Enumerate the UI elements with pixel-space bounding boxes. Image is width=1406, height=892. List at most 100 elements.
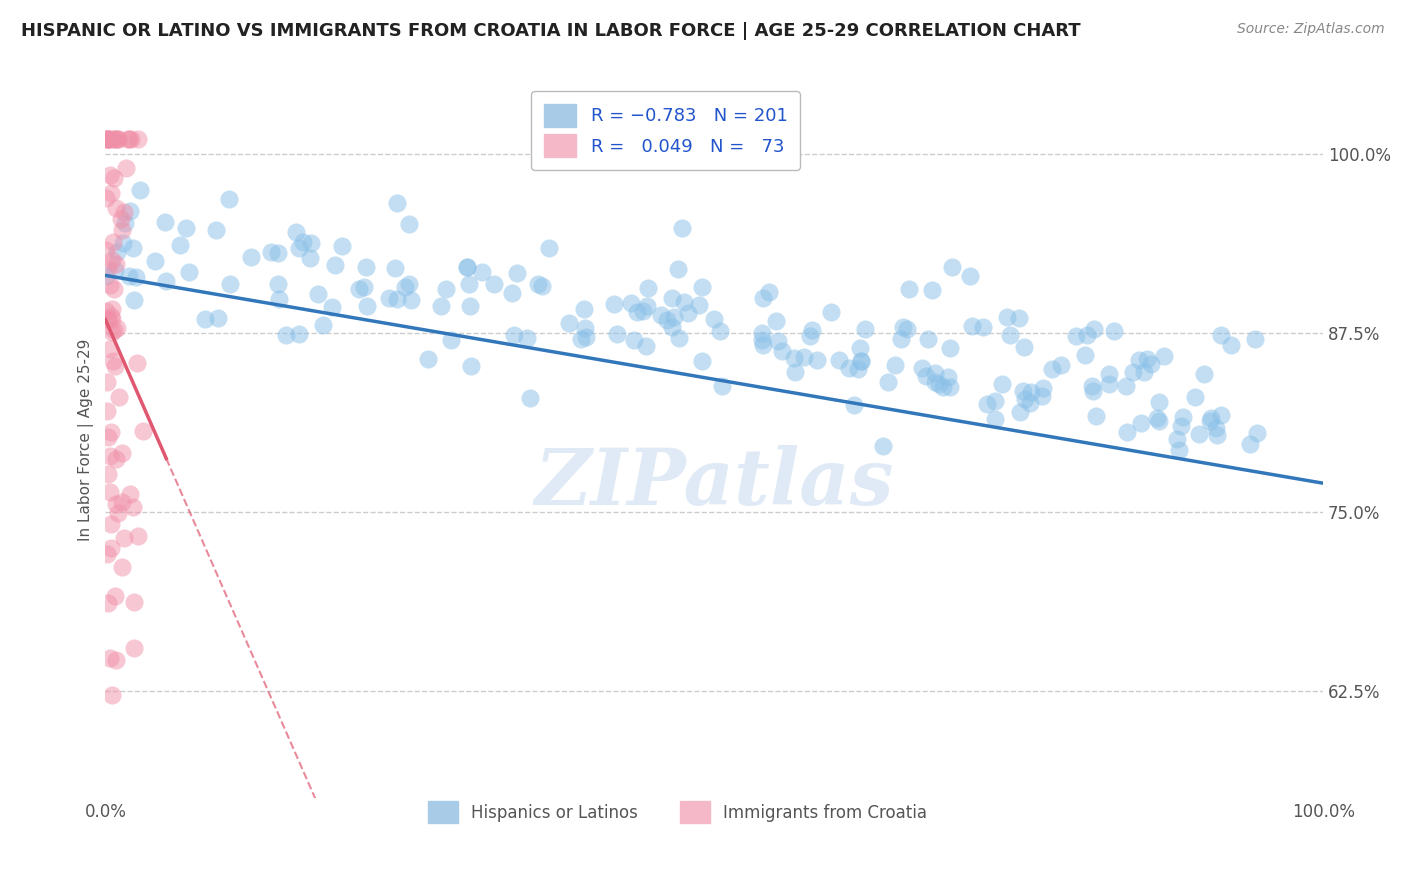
- Point: [1085, 409, 1108, 423]
- Point: [1074, 348, 1097, 362]
- Point: [108, 391, 131, 405]
- Point: [105, 244, 128, 259]
- Point: [131, 425, 153, 439]
- Point: [890, 332, 912, 346]
- Point: [650, 308, 672, 322]
- Point: [828, 353, 851, 368]
- Point: [838, 361, 860, 376]
- Point: [1076, 327, 1098, 342]
- Point: [1246, 426, 1268, 441]
- Point: [307, 286, 329, 301]
- Point: [538, 241, 561, 255]
- Point: [418, 352, 440, 367]
- Point: [96, 404, 118, 418]
- Point: [103, 322, 125, 336]
- Point: [267, 277, 290, 291]
- Point: [128, 183, 150, 197]
- Point: [1220, 338, 1243, 352]
- Point: [353, 280, 375, 294]
- Point: [1081, 384, 1104, 399]
- Point: [104, 132, 127, 146]
- Point: [100, 309, 122, 323]
- Point: [98, 449, 121, 463]
- Point: [94, 303, 117, 318]
- Point: [666, 261, 689, 276]
- Point: [1031, 389, 1053, 403]
- Point: [174, 220, 197, 235]
- Point: [1194, 367, 1216, 381]
- Point: [440, 333, 463, 347]
- Point: [569, 332, 592, 346]
- Point: [124, 640, 146, 655]
- Point: [471, 265, 494, 279]
- Point: [299, 236, 322, 251]
- Point: [94, 132, 117, 146]
- Point: [998, 328, 1021, 343]
- Point: [1050, 359, 1073, 373]
- Point: [896, 322, 918, 336]
- Point: [94, 269, 117, 284]
- Point: [984, 412, 1007, 426]
- Point: [114, 216, 136, 230]
- Point: [97, 312, 120, 326]
- Point: [124, 595, 146, 609]
- Point: [398, 277, 420, 291]
- Point: [101, 132, 124, 146]
- Point: [936, 369, 959, 384]
- Point: [1040, 361, 1063, 376]
- Point: [104, 589, 127, 603]
- Point: [768, 334, 790, 348]
- Point: [110, 212, 132, 227]
- Point: [104, 497, 127, 511]
- Point: [101, 312, 124, 326]
- Point: [1129, 416, 1152, 430]
- Point: [941, 260, 963, 274]
- Point: [347, 282, 370, 296]
- Point: [288, 327, 311, 342]
- Legend: Hispanics or Latinos, Immigrants from Croatia: Hispanics or Latinos, Immigrants from Cr…: [422, 795, 934, 830]
- Point: [770, 343, 793, 358]
- Text: ZIPatlas: ZIPatlas: [534, 445, 894, 522]
- Point: [430, 299, 453, 313]
- Point: [872, 439, 894, 453]
- Point: [120, 204, 142, 219]
- Point: [104, 132, 127, 146]
- Point: [266, 245, 288, 260]
- Point: [104, 201, 127, 215]
- Point: [115, 161, 138, 175]
- Point: [820, 305, 842, 319]
- Point: [959, 269, 981, 284]
- Point: [849, 341, 872, 355]
- Point: [98, 277, 121, 292]
- Point: [323, 258, 346, 272]
- Point: [752, 338, 775, 352]
- Point: [1140, 357, 1163, 371]
- Point: [121, 241, 143, 255]
- Point: [793, 350, 815, 364]
- Point: [239, 250, 262, 264]
- Point: [127, 132, 149, 146]
- Point: [558, 316, 581, 330]
- Point: [637, 281, 659, 295]
- Point: [356, 299, 378, 313]
- Point: [1188, 426, 1211, 441]
- Point: [690, 354, 713, 368]
- Point: [97, 430, 120, 444]
- Point: [690, 280, 713, 294]
- Point: [118, 268, 141, 283]
- Point: [94, 243, 117, 257]
- Point: [1014, 392, 1036, 406]
- Point: [274, 327, 297, 342]
- Point: [218, 192, 240, 206]
- Point: [107, 132, 129, 146]
- Point: [387, 196, 409, 211]
- Point: [1153, 349, 1175, 363]
- Point: [1199, 414, 1222, 428]
- Point: [107, 132, 129, 146]
- Point: [883, 358, 905, 372]
- Point: [603, 297, 626, 311]
- Point: [664, 310, 686, 324]
- Point: [330, 239, 353, 253]
- Point: [1211, 408, 1233, 422]
- Point: [678, 306, 700, 320]
